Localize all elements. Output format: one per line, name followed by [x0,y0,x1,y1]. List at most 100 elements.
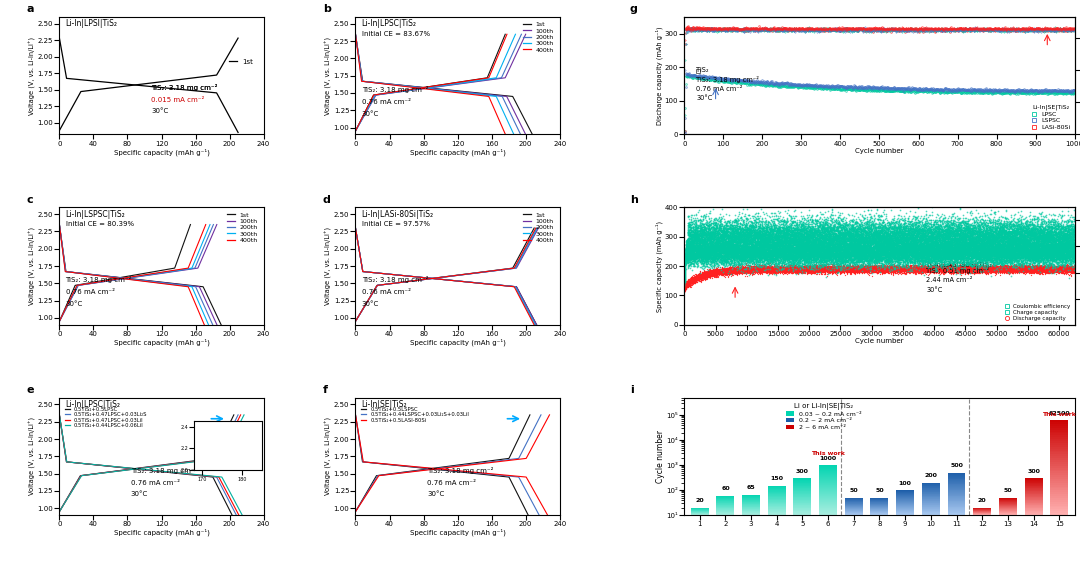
Bar [922,490,940,491]
Bar [1050,460,1068,462]
Bar [768,489,786,490]
Bar [794,505,811,506]
X-axis label: Cycle number: Cycle number [855,148,904,154]
Bar [1050,438,1068,439]
Bar [1025,508,1042,509]
Bar [1050,505,1068,508]
Bar [794,509,811,510]
Bar [1025,479,1042,481]
Y-axis label: Voltage (V, vs. Li-In/Li⁺): Voltage (V, vs. Li-In/Li⁺) [325,417,333,495]
Text: Initial CE = 80.39%: Initial CE = 80.39% [66,221,134,228]
Text: TiS₂: 3.18 mg cm⁻²: TiS₂: 3.18 mg cm⁻² [66,276,132,284]
Bar [819,514,837,515]
Bar [794,483,811,484]
Text: g: g [630,5,637,14]
Bar [768,494,786,495]
Y-axis label: Voltage (V, vs. Li-In/Li⁺): Voltage (V, vs. Li-In/Li⁺) [325,37,333,115]
Bar [819,482,837,483]
Bar [1050,488,1068,490]
Bar [1050,449,1068,451]
Bar [947,474,966,475]
Y-axis label: Specific capacity (mAh g⁻¹): Specific capacity (mAh g⁻¹) [656,221,663,311]
Bar [1050,420,1068,422]
Bar [794,485,811,486]
Text: TiS₂: 3.18 mg cm⁻²: TiS₂: 3.18 mg cm⁻² [151,84,218,91]
Text: 0.76 mA cm⁻²: 0.76 mA cm⁻² [362,289,410,295]
Bar [819,474,837,475]
Bar [768,487,786,488]
Bar [1050,462,1068,464]
Bar [794,498,811,499]
Text: This work: This work [1042,411,1076,417]
Bar [1050,447,1068,449]
Bar [1025,502,1042,503]
Text: Initial CE = 83.67%: Initial CE = 83.67% [362,31,430,37]
Bar [947,491,966,492]
Bar [947,513,966,514]
Bar [768,493,786,494]
Bar [794,499,811,500]
Bar [922,509,940,510]
Bar [947,499,966,500]
Bar [1025,509,1042,510]
Bar [922,510,940,511]
Bar [1050,452,1068,454]
Bar [1025,493,1042,494]
Bar [819,477,837,478]
Bar [1050,464,1068,466]
Bar [947,476,966,477]
Bar [794,487,811,488]
Bar [794,508,811,509]
Bar [819,470,837,471]
Bar [1025,510,1042,511]
Bar [1050,431,1068,434]
Bar [947,490,966,491]
Bar [922,498,940,499]
Legend: 1st, 100th, 200th, 300th, 400th: 1st, 100th, 200th, 300th, 400th [523,22,554,53]
Bar [1050,508,1068,509]
Text: 65: 65 [746,485,756,490]
Bar [1050,468,1068,470]
Legend: 1st, 100th, 200th, 300th, 400th: 1st, 100th, 200th, 300th, 400th [523,212,554,243]
Bar [1025,500,1042,501]
Text: Li-In|LASi-80Si|TiS₂: Li-In|LASi-80Si|TiS₂ [362,209,434,218]
Bar [947,480,966,481]
Text: TiS₂: 3.18 mg cm⁻²: TiS₂: 3.18 mg cm⁻² [151,84,218,91]
Bar [947,481,966,482]
Bar [794,493,811,494]
Bar [794,491,811,492]
Text: d: d [323,195,330,204]
Text: 0.76 mA cm⁻²: 0.76 mA cm⁻² [66,289,114,295]
Bar [819,469,837,470]
Bar [794,512,811,513]
Bar [794,486,811,487]
Text: 20: 20 [977,498,986,503]
Bar [1025,481,1042,482]
Bar [1050,490,1068,492]
Bar [1050,496,1068,498]
Text: 100: 100 [899,481,912,486]
Bar [947,488,966,490]
Bar [1050,454,1068,456]
Bar [819,487,837,488]
Bar [819,511,837,512]
Bar [1050,473,1068,475]
Bar [922,507,940,508]
Text: Li-In|LPSC|TiS₂: Li-In|LPSC|TiS₂ [362,19,417,28]
Text: TiS₂: 3.18 mg cm⁻²: TiS₂: 3.18 mg cm⁻² [697,76,759,83]
Bar [1050,451,1068,452]
Bar [947,509,966,510]
Bar [819,494,837,495]
Bar [947,514,966,515]
Bar [819,497,837,498]
Bar [1050,426,1068,428]
Bar [1050,439,1068,441]
Text: 0.76 mA cm⁻²: 0.76 mA cm⁻² [131,479,180,486]
Bar [1050,443,1068,445]
Bar [819,501,837,502]
Text: TiS₂: 3.18 mg cm⁻²: TiS₂: 3.18 mg cm⁻² [427,467,494,474]
Bar [1050,483,1068,484]
Bar [922,505,940,506]
Bar [1050,456,1068,458]
Bar [768,504,786,505]
